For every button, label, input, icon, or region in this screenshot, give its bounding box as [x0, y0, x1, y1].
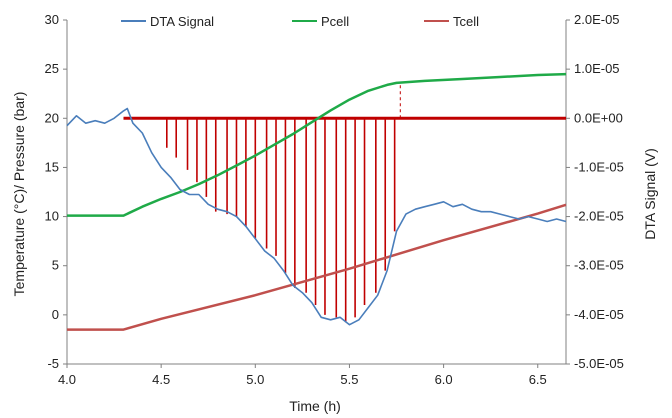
x-tick-label: 5.0 — [246, 372, 264, 387]
x-tick-label: 5.5 — [340, 372, 358, 387]
y-tick-label: 20 — [45, 110, 59, 125]
y2-tick-label: -5.0E-05 — [574, 356, 624, 371]
legend-tcell-label: Tcell — [453, 14, 479, 29]
y-tick-label: 5 — [52, 258, 59, 273]
y2-tick-label: 1.0E-05 — [574, 61, 620, 76]
x-axis-title: Time (h) — [289, 398, 341, 414]
y-tick-label: 10 — [45, 209, 59, 224]
dta-signal-line — [66, 107, 567, 326]
x-tick-label: 4.0 — [58, 372, 76, 387]
y2-tick-label: 0.0E+00 — [574, 110, 623, 125]
y-axis-title: Temperature (°C)/ Pressure (bar) — [11, 92, 27, 297]
y2-axis-title: DTA Signal (V) — [642, 148, 658, 240]
pcell-line — [67, 72, 567, 217]
x-tick-label: 6.5 — [529, 372, 547, 387]
plot-area: -5 0 5 10 15 20 25 30 2.0E-05 1.0E-05 0.0E+00 -1.0E… — [45, 12, 624, 387]
y2-tick-label: -3.0E-05 — [574, 258, 624, 273]
y-tick-label: 0 — [52, 307, 59, 322]
y-tick-label: 30 — [45, 12, 59, 27]
y-tick-label: -5 — [47, 356, 59, 371]
y2-tick-label: 2.0E-05 — [574, 12, 620, 27]
y-tick-label: 15 — [45, 159, 59, 174]
y2-tick-label: -1.0E-05 — [574, 159, 624, 174]
y2-tick-label: -2.0E-05 — [574, 209, 624, 224]
y2-tick-label: -4.0E-05 — [574, 307, 624, 322]
y-tick-label: 25 — [45, 61, 59, 76]
x-tick-label: 6.0 — [435, 372, 453, 387]
legend: DTA Signal Pcell Tcell — [121, 14, 479, 29]
x-tick-label: 4.5 — [152, 372, 170, 387]
legend-pcell-label: Pcell — [321, 14, 349, 29]
legend-dta-label: DTA Signal — [150, 14, 214, 29]
